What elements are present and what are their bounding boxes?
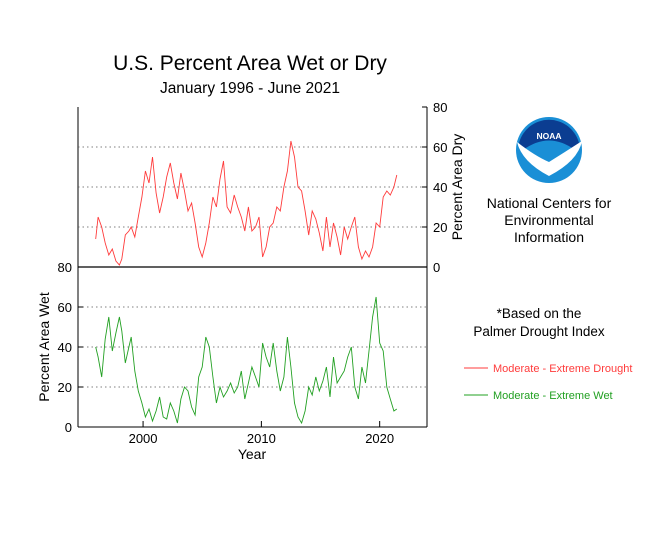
dry-series-line: [95, 140, 398, 266]
top-gridlines: [78, 146, 427, 228]
note-line-1: *Based on the: [497, 306, 582, 321]
top-y-tick-label: 80: [433, 100, 447, 115]
noaa-logo-seagull-icon: [517, 141, 582, 176]
bottom-y-tick-label: 60: [58, 300, 72, 315]
chart-subtitle: January 1996 - June 2021: [160, 80, 340, 97]
top-y-tick-label: 20: [433, 220, 447, 235]
bottom-y-tick-label: 40: [58, 340, 72, 355]
x-tick-label: 2010: [247, 431, 276, 446]
legend-wet-label: Moderate - Extreme Wet: [493, 390, 613, 402]
noaa-logo: NOAA: [516, 117, 582, 183]
x-tick-label: 2000: [129, 431, 158, 446]
x-tick-label: 2020: [365, 431, 394, 446]
chart-title: U.S. Percent Area Wet or Dry: [113, 52, 387, 75]
bottom-panel: 0 20 40 60 80 2000 2010 2020: [58, 260, 428, 446]
top-y-axis-label: Percent Area Dry: [449, 134, 465, 241]
top-y-tick-label: 0: [433, 260, 440, 275]
noaa-logo-navy-arc: [519, 119, 579, 150]
x-axis-ticks: 2000 2010 2020: [129, 421, 394, 446]
bottom-y-tick-label: 0: [65, 420, 72, 435]
legend-dry-label: Moderate - Extreme Drought: [493, 363, 632, 375]
org-name-line-2: Environmental: [504, 212, 594, 228]
bottom-y-axis-label: Percent Area Wet: [36, 292, 52, 402]
top-y-tick-label: 60: [433, 140, 447, 155]
top-panel: 0 20 40 60 80: [77, 100, 447, 275]
bottom-y-tick-label: 80: [58, 260, 72, 275]
bottom-y-ticks: 0 20 40 60 80: [58, 260, 83, 435]
bottom-y-tick-label: 20: [58, 380, 72, 395]
x-axis-label: Year: [238, 446, 267, 462]
bottom-gridlines: [78, 306, 427, 388]
top-y-tick-label: 40: [433, 180, 447, 195]
org-name-line-3: Information: [514, 229, 584, 245]
org-name-line-1: National Centers for: [487, 195, 612, 211]
legend: Moderate - Extreme Drought Moderate - Ex…: [464, 363, 632, 402]
wet-series-line: [95, 296, 398, 425]
noaa-logo-text: NOAA: [536, 131, 561, 141]
top-y-ticks: 0 20 40 60 80: [422, 100, 447, 275]
note-line-2: Palmer Drought Index: [473, 324, 605, 339]
